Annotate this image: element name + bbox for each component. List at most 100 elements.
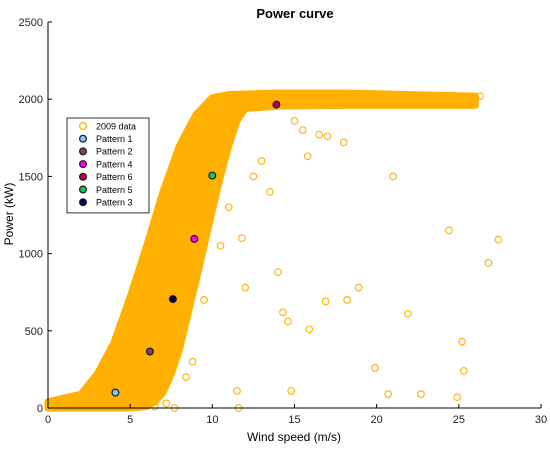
x-tick-label: 15 bbox=[288, 414, 300, 426]
scatter-point bbox=[249, 172, 258, 181]
scatter-point bbox=[113, 379, 121, 388]
scatter-point bbox=[211, 133, 220, 142]
scatter-point bbox=[257, 95, 266, 104]
scatter-point bbox=[484, 259, 493, 267]
scatter-point bbox=[476, 92, 485, 100]
scatter-point bbox=[123, 353, 131, 361]
scatter-point bbox=[216, 242, 225, 250]
scatter-point bbox=[188, 357, 197, 366]
scatter-point bbox=[279, 308, 287, 317]
scatter-point bbox=[96, 397, 105, 406]
scatter-point bbox=[93, 373, 102, 381]
scatter-point bbox=[182, 373, 190, 381]
x-tick-label: 10 bbox=[206, 414, 218, 426]
scatter-point bbox=[238, 234, 246, 243]
pattern-point-pattern-5 bbox=[208, 171, 217, 180]
scatter-point bbox=[323, 132, 332, 141]
scatter-point bbox=[266, 187, 274, 196]
scatter-point bbox=[165, 280, 174, 289]
data-cloud bbox=[44, 89, 479, 412]
scatter-point bbox=[471, 93, 480, 102]
scatter-point bbox=[233, 96, 241, 105]
scatter-point bbox=[146, 330, 154, 338]
scatter-point bbox=[321, 297, 330, 306]
scatter-point bbox=[192, 203, 200, 212]
y-tick-label: 1500 bbox=[19, 171, 43, 183]
scatter-point bbox=[287, 387, 296, 395]
scatter-point bbox=[339, 95, 348, 104]
chart-title: Power curve bbox=[256, 6, 333, 21]
scatter-point bbox=[274, 268, 282, 276]
scatter-point bbox=[438, 96, 447, 104]
scatter-point bbox=[372, 95, 381, 104]
legend-label: Pattern 6 bbox=[96, 172, 133, 182]
scatter-point bbox=[389, 96, 397, 105]
legend: 2009 data Pattern 1 Pattern 2 Pattern 4 Patt… bbox=[66, 117, 150, 214]
y-tick-label: 0 bbox=[37, 403, 43, 415]
scatter-point bbox=[459, 367, 468, 375]
ticks-layer: 0 5 10 15 20 25 30 0 500 1000 1500 2000 2500 bbox=[19, 17, 548, 426]
scatter-point bbox=[81, 385, 90, 394]
scatter-point bbox=[152, 303, 161, 312]
scatter-point bbox=[198, 180, 207, 188]
legend-label: Pattern 4 bbox=[96, 159, 133, 169]
pattern-point-pattern-4 bbox=[190, 234, 199, 243]
y-tick-label: 2500 bbox=[19, 17, 43, 29]
scatter-point bbox=[453, 393, 462, 402]
scatter-point bbox=[159, 323, 167, 332]
scatter-point bbox=[384, 390, 393, 398]
x-tick-label: 0 bbox=[45, 414, 51, 426]
scatter-point bbox=[339, 138, 348, 147]
scatter-point bbox=[162, 399, 171, 408]
scatter-point bbox=[172, 265, 181, 273]
scatter-point bbox=[458, 337, 466, 346]
scatter-point bbox=[183, 221, 192, 230]
y-tick-label: 2000 bbox=[19, 94, 43, 106]
scatter-point bbox=[445, 226, 453, 235]
scatter-point bbox=[241, 283, 250, 292]
pattern-points-layer bbox=[111, 100, 281, 397]
y-axis-label: Power (kW) bbox=[2, 183, 16, 246]
scatter-point bbox=[134, 339, 143, 348]
scatter-point bbox=[323, 96, 332, 105]
pattern-point-pattern-1 bbox=[111, 388, 120, 397]
scatter-point bbox=[109, 357, 118, 366]
scatter-point bbox=[224, 101, 233, 110]
legend-marker bbox=[78, 121, 87, 130]
scatter-point bbox=[404, 309, 412, 318]
x-tick-label: 30 bbox=[535, 414, 547, 426]
scatter-point bbox=[200, 296, 208, 304]
scatter-point bbox=[405, 95, 414, 104]
scatter-point bbox=[389, 172, 397, 181]
scatter-point bbox=[284, 317, 292, 326]
scatter-point bbox=[290, 116, 299, 125]
scatter-point bbox=[205, 157, 213, 165]
x-tick-label: 20 bbox=[371, 414, 383, 426]
scatter-point bbox=[494, 235, 503, 244]
legend-label: 2009 data bbox=[96, 121, 136, 131]
scatter-point bbox=[126, 303, 135, 312]
y-tick-label: 500 bbox=[25, 326, 43, 338]
scatter-point bbox=[101, 402, 110, 411]
legend-marker bbox=[78, 160, 87, 169]
scatter-point bbox=[454, 95, 463, 104]
x-axis-label: Wind speed (m/s) bbox=[247, 430, 341, 444]
scatter-point bbox=[371, 364, 379, 372]
scatter-point bbox=[307, 95, 315, 104]
scatter-point bbox=[129, 376, 138, 385]
scatter-point bbox=[241, 95, 250, 104]
scatter-point bbox=[356, 93, 365, 102]
legend-marker bbox=[78, 198, 87, 207]
scatter-point bbox=[290, 93, 299, 102]
scatter-point bbox=[343, 296, 351, 304]
scatter-point bbox=[233, 387, 241, 395]
scatter-point bbox=[422, 95, 430, 104]
legend-marker bbox=[78, 134, 87, 143]
x-tick-label: 5 bbox=[127, 414, 133, 426]
legend-label: Pattern 5 bbox=[96, 185, 133, 195]
legend-marker bbox=[78, 147, 87, 156]
scatter-point bbox=[303, 152, 312, 161]
scatter-point bbox=[298, 126, 307, 134]
